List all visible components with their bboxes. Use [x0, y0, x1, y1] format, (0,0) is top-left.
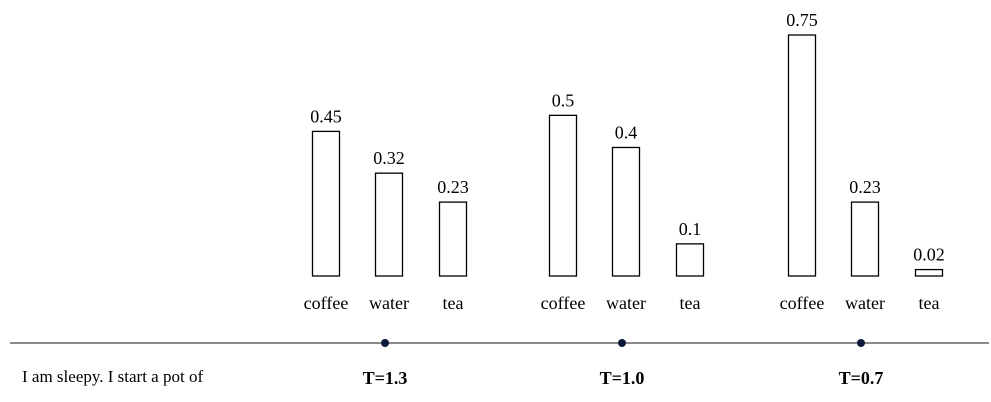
temperature-marker-dot: [857, 339, 865, 347]
bar-coffee: [787, 34, 817, 277]
value-label: 0.23: [437, 177, 469, 197]
prompt-text: I am sleepy. I start a pot of: [22, 367, 203, 386]
bar-water: [374, 172, 404, 277]
temperature-markers: T=1.3 T=1.0 T=0.7: [363, 339, 884, 388]
value-label: 0.45: [310, 106, 342, 126]
bar-group-2: 0.5 coffee 0.4 water 0.1 tea: [541, 90, 705, 313]
temperature-label: T=0.7: [839, 368, 884, 388]
temperature-marker-dot: [381, 339, 389, 347]
bar-tea: [438, 201, 468, 277]
category-label: tea: [919, 293, 940, 313]
temperature-marker-dot: [618, 339, 626, 347]
value-label: 0.23: [849, 177, 881, 197]
temperature-label: T=1.0: [600, 368, 645, 388]
category-label: water: [606, 293, 646, 313]
temperature-label: T=1.3: [363, 368, 408, 388]
value-label: 0.32: [373, 148, 405, 168]
bar-tea: [675, 243, 705, 277]
value-label: 0.1: [679, 219, 702, 239]
category-label: water: [845, 293, 885, 313]
bar-water: [611, 146, 641, 277]
category-label: tea: [443, 293, 464, 313]
bar-group-3: 0.75 coffee 0.23 water 0.02 tea: [780, 10, 945, 313]
value-label: 0.75: [786, 10, 818, 30]
bar-groups: 0.45 coffee 0.32 water 0.23 tea 0.5 coffee 0.4 wa…: [304, 10, 945, 313]
bar-coffee: [311, 130, 341, 277]
value-label: 0.02: [913, 245, 945, 265]
category-label: water: [369, 293, 409, 313]
value-label: 0.5: [552, 90, 575, 110]
category-label: tea: [680, 293, 701, 313]
bar-group-1: 0.45 coffee 0.32 water 0.23 tea: [304, 106, 469, 313]
bar-water: [850, 201, 880, 277]
bar-tea: [914, 268, 944, 277]
bar-coffee: [548, 114, 578, 277]
category-label: coffee: [304, 293, 349, 313]
category-label: coffee: [541, 293, 586, 313]
category-label: coffee: [780, 293, 825, 313]
value-label: 0.4: [615, 122, 638, 142]
